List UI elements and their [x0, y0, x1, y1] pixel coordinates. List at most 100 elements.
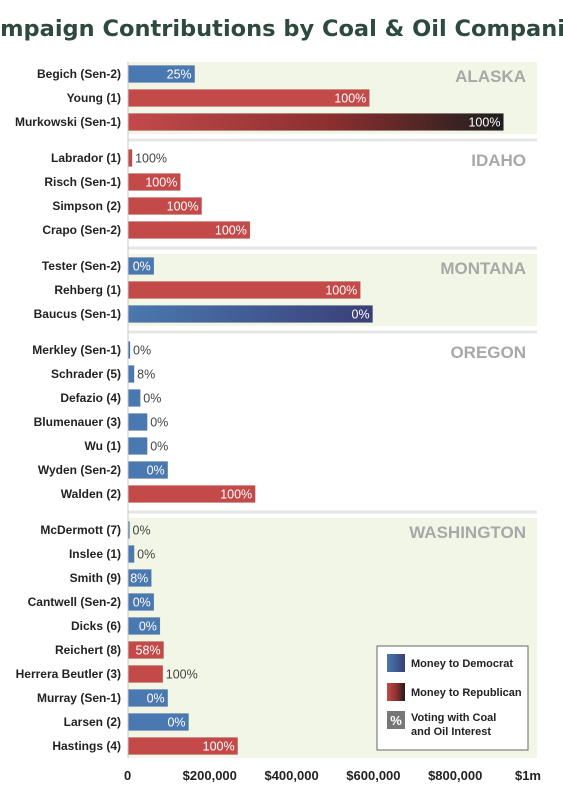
- vote-percent-label: 0%: [139, 620, 157, 634]
- category-label: Wu (1): [85, 439, 121, 453]
- bar-row-crapo-sen-2: Crapo (Sen-2) 100%: [42, 221, 251, 239]
- category-label: Murkowski (Sen-1): [15, 115, 121, 129]
- legend-item-vote: % Voting with Coal and Oil Interest: [387, 711, 496, 738]
- bar-row-blumenauer-3: Blumenauer (3) 0%: [34, 413, 168, 431]
- category-label: Defazio (4): [60, 391, 121, 405]
- category-label: Blumenauer (3): [34, 415, 121, 429]
- bar-row-baucus-sen-1: Baucus (Sen-1) 0%: [34, 305, 373, 323]
- legend-label: Money to Republican: [411, 687, 522, 699]
- bar-row-tester-sen-2: Tester (Sen-2) 0%: [42, 257, 155, 275]
- percent-symbol: %: [390, 713, 402, 728]
- vote-percent-label: 0%: [147, 692, 165, 706]
- legend-swatch-democrat: [387, 654, 405, 672]
- category-label: Risch (Sen-1): [44, 175, 121, 189]
- category-label: Smith (9): [70, 571, 121, 585]
- bar: [127, 149, 133, 167]
- vote-percent-label: 0%: [147, 464, 165, 478]
- legend-item-republican: Money to Republican: [387, 683, 522, 701]
- bar-row-cantwell-sen-2: Cantwell (Sen-2) 0%: [28, 593, 155, 611]
- vote-percent-label: 0%: [150, 416, 168, 430]
- bar-row-walden-2: Walden (2) 100%: [61, 485, 256, 503]
- x-tick-label: $400,000: [264, 768, 318, 783]
- bar-row-defazio-4: Defazio (4) 0%: [60, 389, 161, 407]
- state-separator: [128, 330, 537, 334]
- bar-row-mcdermott-7: McDermott (7) 0%: [40, 521, 151, 539]
- vote-percent-label: 0%: [143, 392, 161, 406]
- bar: [127, 389, 141, 407]
- bar: [127, 365, 135, 383]
- vote-percent-label: 0%: [133, 344, 151, 358]
- vote-percent-label: 100%: [334, 92, 366, 106]
- vote-percent-label: 0%: [150, 440, 168, 454]
- vote-percent-label: 0%: [133, 596, 151, 610]
- category-label: Baucus (Sen-1): [34, 307, 121, 321]
- vote-percent-label: 0%: [137, 548, 155, 562]
- category-label: Schrader (5): [51, 367, 121, 381]
- category-label: Hastings (4): [52, 739, 121, 753]
- bar-row-wu-1: Wu (1) 0%: [85, 437, 168, 455]
- category-label: Dicks (6): [71, 619, 121, 633]
- category-label: Begich (Sen-2): [37, 67, 121, 81]
- bar-row-murkowski-sen-1: Murkowski (Sen-1) 100%: [15, 113, 504, 131]
- bar-row-murray-sen-1: Murray (Sen-1) 0%: [37, 689, 168, 707]
- bar-row-schrader-5: Schrader (5) 8%: [51, 365, 155, 383]
- bar: [127, 545, 135, 563]
- bar-row-young-1: Young (1) 100%: [67, 89, 370, 107]
- x-tick-label: $800,000: [428, 768, 482, 783]
- vote-percent-label: 100%: [145, 176, 177, 190]
- bar: [127, 113, 504, 131]
- legend-item-democrat: Money to Democrat: [387, 654, 513, 672]
- legend-swatch-republican: [387, 683, 405, 701]
- vote-percent-label: 100%: [166, 668, 198, 682]
- x-axis: 0 $200,000 $400,000 $600,000 $800,000 $1m: [124, 62, 541, 783]
- vote-percent-label: 58%: [136, 644, 161, 658]
- x-tick-label: $1m: [515, 768, 541, 783]
- vote-percent-label: 100%: [167, 200, 199, 214]
- bar-row-herrera-beutler-3: Herrera Beutler (3) 100%: [16, 665, 198, 683]
- x-tick-label: 0: [124, 768, 131, 783]
- category-label: Wyden (Sen-2): [38, 463, 121, 477]
- legend-label: Money to Democrat: [411, 658, 513, 670]
- category-label: Herrera Beutler (3): [16, 667, 121, 681]
- vote-percent-label: 0%: [133, 260, 151, 274]
- vote-percent-label: 100%: [468, 116, 500, 130]
- category-label: Crapo (Sen-2): [42, 223, 121, 237]
- bar: [127, 437, 148, 455]
- vote-percent-label: 8%: [137, 368, 155, 382]
- bar-row-labrador-1: Labrador (1) 100%: [51, 149, 167, 167]
- bar-row-begich-sen-2: Begich (Sen-2) 25%: [37, 65, 195, 83]
- bar-row-reichert-8: Reichert (8) 58%: [55, 641, 164, 659]
- state-label-oregon: OREGON: [450, 343, 526, 362]
- category-label: Merkley (Sen-1): [32, 343, 121, 357]
- vote-percent-label: 0%: [133, 524, 151, 538]
- legend-label: Voting with Coal and Oil Interest: [411, 712, 496, 738]
- bar-row-dicks-6: Dicks (6) 0%: [71, 617, 161, 635]
- x-tick-label: $600,000: [346, 768, 400, 783]
- legend-swatch-vote: [387, 711, 405, 729]
- state-label-montana: MONTANA: [440, 259, 526, 278]
- legend: Money to Democrat Money to Republican% Vot…: [376, 645, 529, 751]
- category-label: Inslee (1): [69, 547, 121, 561]
- vote-percent-label: 0%: [167, 716, 185, 730]
- bar-row-smith-9: Smith (9) 8%: [70, 569, 152, 587]
- state-separator: [128, 138, 537, 142]
- vote-percent-label: 0%: [352, 308, 370, 322]
- state-label-washington: WASHINGTON: [409, 523, 526, 542]
- x-tick-label: $200,000: [183, 768, 237, 783]
- category-label: McDermott (7): [40, 523, 121, 537]
- category-label: Walden (2): [61, 487, 121, 501]
- category-label: Murray (Sen-1): [37, 691, 121, 705]
- state-separator: [128, 246, 537, 250]
- vote-percent-label: 100%: [135, 152, 167, 166]
- state-label-idaho: IDAHO: [471, 151, 526, 170]
- category-label: Reichert (8): [55, 643, 121, 657]
- bar: [127, 665, 164, 683]
- bar-row-hastings-4: Hastings (4) 100%: [52, 737, 238, 755]
- state-label-alaska: ALASKA: [455, 67, 526, 86]
- category-label: Labrador (1): [51, 151, 121, 165]
- bar-row-risch-sen-1: Risch (Sen-1) 100%: [44, 173, 181, 191]
- category-label: Rehberg (1): [54, 283, 121, 297]
- bar-row-rehberg-1: Rehberg (1) 100%: [54, 281, 361, 299]
- vote-percent-label: 100%: [220, 488, 252, 502]
